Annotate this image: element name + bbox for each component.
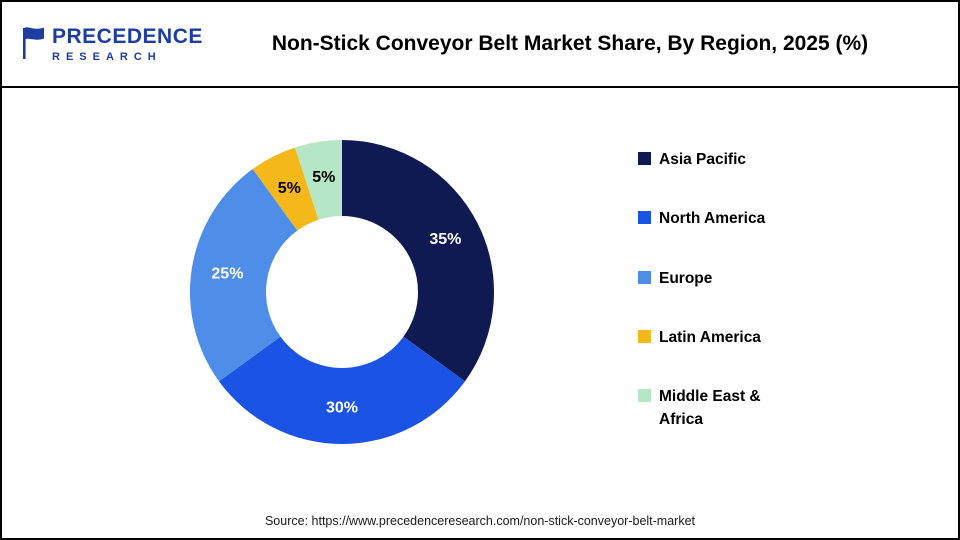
legend: Asia Pacific North America Europe Latin … bbox=[638, 148, 808, 468]
legend-label: North America bbox=[659, 210, 766, 228]
header: PRECEDENCE RESEARCH Non-Stick Conveyor B… bbox=[2, 2, 958, 88]
legend-item-north-america: North America bbox=[638, 207, 808, 230]
legend-label: Europe bbox=[659, 269, 713, 287]
legend-label: Latin America bbox=[659, 328, 761, 346]
legend-item-latin-america: Latin America bbox=[638, 326, 808, 349]
flag-icon bbox=[23, 27, 44, 60]
donut-slice-0 bbox=[342, 140, 494, 382]
page-title: Non-Stick Conveyor Belt Market Share, By… bbox=[271, 32, 869, 55]
logo-text: PRECEDENCE RESEARCH bbox=[52, 25, 203, 62]
chart-area: 35% 30% 25% 5% 5% Asia Pacific North America… bbox=[2, 88, 958, 538]
donut-chart: 35% 30% 25% 5% 5% bbox=[190, 140, 494, 445]
slice-label-0: 35% bbox=[429, 231, 461, 248]
legend-swatch bbox=[638, 329, 651, 343]
legend-item-asia-pacific: Asia Pacific bbox=[638, 148, 808, 171]
legend-swatch bbox=[638, 152, 651, 165]
donut-slice-3 bbox=[252, 147, 319, 231]
donut-slice-1 bbox=[219, 336, 465, 445]
legend-swatch bbox=[638, 270, 651, 284]
slice-label-2: 25% bbox=[211, 265, 243, 282]
slice-label-1: 30% bbox=[326, 400, 358, 417]
legend-item-middle-east-africa: Middle East & Africa bbox=[638, 385, 808, 432]
legend-swatch bbox=[638, 211, 651, 225]
donut-slice-4 bbox=[295, 140, 342, 220]
logo-subtitle: RESEARCH bbox=[52, 50, 162, 63]
source-text: Source: https://www.precedenceresearch.c… bbox=[264, 514, 696, 528]
legend-item-europe: Europe bbox=[638, 267, 808, 290]
precedence-logo: PRECEDENCE RESEARCH bbox=[20, 25, 230, 63]
donut-slice-2 bbox=[190, 169, 298, 382]
logo-name: PRECEDENCE bbox=[52, 25, 203, 49]
legend-label: Asia Pacific bbox=[659, 151, 747, 168]
slice-label-3: 5% bbox=[278, 180, 301, 197]
legend-label: Middle East & Africa bbox=[659, 388, 761, 429]
legend-swatch bbox=[638, 389, 651, 402]
slice-label-4: 5% bbox=[312, 169, 335, 186]
